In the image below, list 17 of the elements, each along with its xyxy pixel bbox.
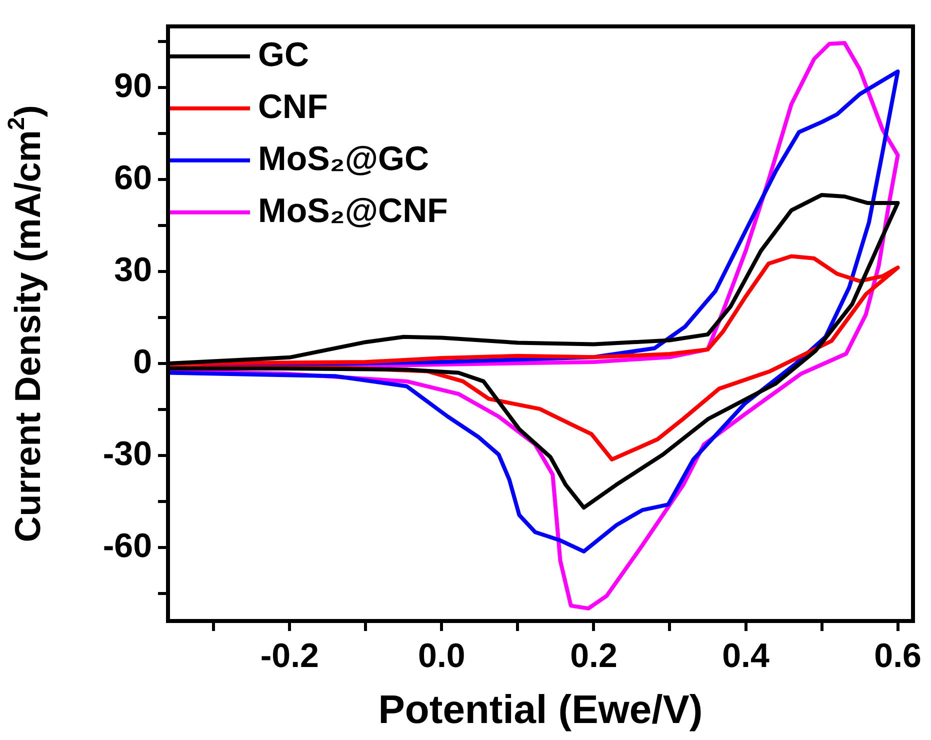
y-tick-label: 30 xyxy=(114,250,152,289)
legend-label: MoS₂@GC xyxy=(258,140,430,178)
x-tick-label: 0.4 xyxy=(722,636,770,675)
legend-label: GC xyxy=(258,36,309,74)
legend-label: MoS₂@CNF xyxy=(258,192,448,230)
y-tick-label: 90 xyxy=(114,67,152,106)
y-tick-label: 60 xyxy=(114,159,152,198)
y-tick-label: 0 xyxy=(133,342,152,381)
x-tick-label: 0.2 xyxy=(570,636,618,675)
x-tick-label: -0.2 xyxy=(260,636,319,675)
y-tick-label: -60 xyxy=(102,526,152,565)
x-tick-label: 0.6 xyxy=(874,636,922,675)
y-axis-title: Current Density (mA/cm2) xyxy=(2,105,48,542)
y-tick-label: -30 xyxy=(102,434,152,473)
x-tick-label: 0.0 xyxy=(418,636,466,675)
x-axis-title: Potential (Ewe/V) xyxy=(378,688,703,732)
legend-label: CNF xyxy=(258,88,328,126)
